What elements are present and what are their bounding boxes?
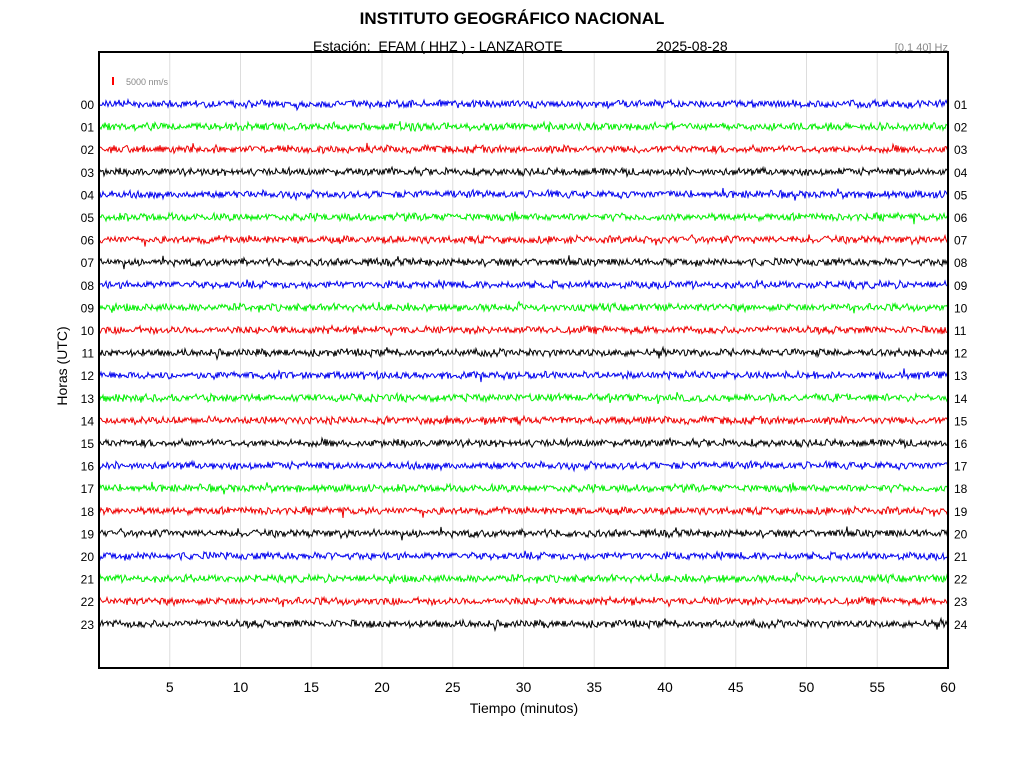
hour-label-left: 07 xyxy=(81,256,95,270)
hour-label-left: 19 xyxy=(81,527,95,541)
hour-label-right: 12 xyxy=(954,347,968,361)
trace-hour-07 xyxy=(98,255,949,270)
trace-hour-14 xyxy=(98,414,949,427)
hour-labels: 00 01 01 02 02 03 03 04 04 05 05 06 06 07 07 08 08 09 09 10… xyxy=(81,98,968,632)
x-axis-label: Tiempo (minutos) xyxy=(469,700,579,716)
trace-hour-05 xyxy=(98,211,949,225)
hour-label-left: 16 xyxy=(81,460,95,474)
hour-label-left: 04 xyxy=(81,188,95,202)
hour-label-left: 11 xyxy=(82,347,95,361)
grid-lines xyxy=(169,52,878,668)
hour-label-right: 23 xyxy=(954,595,968,609)
trace-hour-09 xyxy=(98,300,949,314)
trace-hour-02 xyxy=(98,142,949,155)
trace-hour-11 xyxy=(98,345,949,361)
hour-label-left: 21 xyxy=(81,573,95,587)
hour-label-left: 14 xyxy=(81,414,95,428)
hour-label-left: 09 xyxy=(81,301,95,315)
hour-label-right: 16 xyxy=(954,437,968,451)
trace-hour-08 xyxy=(98,278,949,291)
x-tick-label: 40 xyxy=(657,679,673,695)
amplitude-scale: 5000 nm/s xyxy=(112,77,169,87)
seismic-traces xyxy=(98,97,949,633)
trace-hour-10 xyxy=(98,324,949,337)
x-tick-label: 50 xyxy=(799,679,815,695)
x-tick-label: 25 xyxy=(445,679,461,695)
hour-label-right: 21 xyxy=(954,550,968,564)
trace-hour-15 xyxy=(98,436,949,450)
hour-label-left: 08 xyxy=(81,279,95,293)
hour-label-left: 03 xyxy=(81,166,95,180)
trace-hour-20 xyxy=(98,550,949,562)
trace-hour-13 xyxy=(98,391,949,405)
hour-label-left: 00 xyxy=(81,98,95,112)
hour-label-left: 01 xyxy=(81,121,95,135)
scale-label: 5000 nm/s xyxy=(126,77,169,87)
trace-hour-21 xyxy=(98,571,949,585)
trace-hour-01 xyxy=(98,120,949,133)
station-label: Estación: EFAM ( HHZ ) - LANZAROTE xyxy=(313,38,563,54)
hour-label-right: 20 xyxy=(954,527,968,541)
hour-label-left: 06 xyxy=(81,234,95,248)
hour-label-right: 04 xyxy=(954,166,968,180)
trace-hour-22 xyxy=(98,595,949,608)
hour-label-left: 17 xyxy=(81,482,95,496)
trace-hour-06 xyxy=(98,233,949,247)
hour-label-left: 18 xyxy=(81,505,95,519)
hour-label-left: 12 xyxy=(81,369,95,383)
hour-label-right: 08 xyxy=(954,256,968,270)
x-tick-label: 15 xyxy=(303,679,319,695)
hour-label-right: 06 xyxy=(954,211,968,225)
hour-label-right: 13 xyxy=(954,369,968,383)
hour-label-left: 22 xyxy=(81,595,95,609)
hour-label-left: 02 xyxy=(81,143,95,157)
hour-label-right: 15 xyxy=(954,414,968,428)
x-tick-label: 5 xyxy=(166,679,174,695)
hour-label-right: 18 xyxy=(954,482,968,496)
hour-label-left: 10 xyxy=(81,324,95,338)
trace-hour-16 xyxy=(98,459,949,473)
hour-label-left: 20 xyxy=(81,550,95,564)
trace-hour-04 xyxy=(98,187,949,202)
scale-bar xyxy=(112,77,114,85)
hour-label-right: 11 xyxy=(954,324,967,338)
hour-label-right: 02 xyxy=(954,121,968,135)
hour-label-right: 05 xyxy=(954,188,968,202)
hour-label-left: 13 xyxy=(81,392,95,406)
chart-title: INSTITUTO GEOGRÁFICO NACIONAL xyxy=(359,9,665,28)
trace-hour-12 xyxy=(99,368,949,383)
hour-label-left: 05 xyxy=(81,211,95,225)
hour-label-right: 10 xyxy=(954,301,968,315)
x-tick-label: 30 xyxy=(516,679,532,695)
hour-label-right: 03 xyxy=(954,143,968,157)
x-tick-label: 20 xyxy=(374,679,390,695)
hour-label-right: 14 xyxy=(954,392,968,406)
date-label: 2025-08-28 xyxy=(656,38,728,54)
hour-label-right: 09 xyxy=(954,279,968,293)
hour-label-left: 23 xyxy=(81,618,95,632)
hour-label-right: 17 xyxy=(954,460,968,474)
x-tick-label: 45 xyxy=(728,679,744,695)
hour-label-right: 22 xyxy=(954,573,968,587)
x-tick-label: 55 xyxy=(869,679,885,695)
x-ticks: 5 10 15 20 25 30 35 40 45 50 55 60 xyxy=(166,679,956,695)
trace-hour-00 xyxy=(98,97,949,112)
trace-hour-23 xyxy=(98,616,949,633)
trace-hour-17 xyxy=(98,481,949,495)
trace-hour-03 xyxy=(98,165,949,179)
hour-label-right: 24 xyxy=(954,618,968,632)
hour-label-left: 15 xyxy=(81,437,95,451)
trace-hour-18 xyxy=(98,505,949,519)
x-tick-label: 10 xyxy=(233,679,249,695)
hour-label-right: 07 xyxy=(954,234,968,248)
x-tick-label: 60 xyxy=(940,679,956,695)
hour-label-right: 19 xyxy=(954,505,968,519)
trace-hour-19 xyxy=(98,526,949,541)
plot-frame xyxy=(98,51,949,669)
x-tick-label: 35 xyxy=(586,679,602,695)
hour-label-right: 01 xyxy=(954,98,968,112)
